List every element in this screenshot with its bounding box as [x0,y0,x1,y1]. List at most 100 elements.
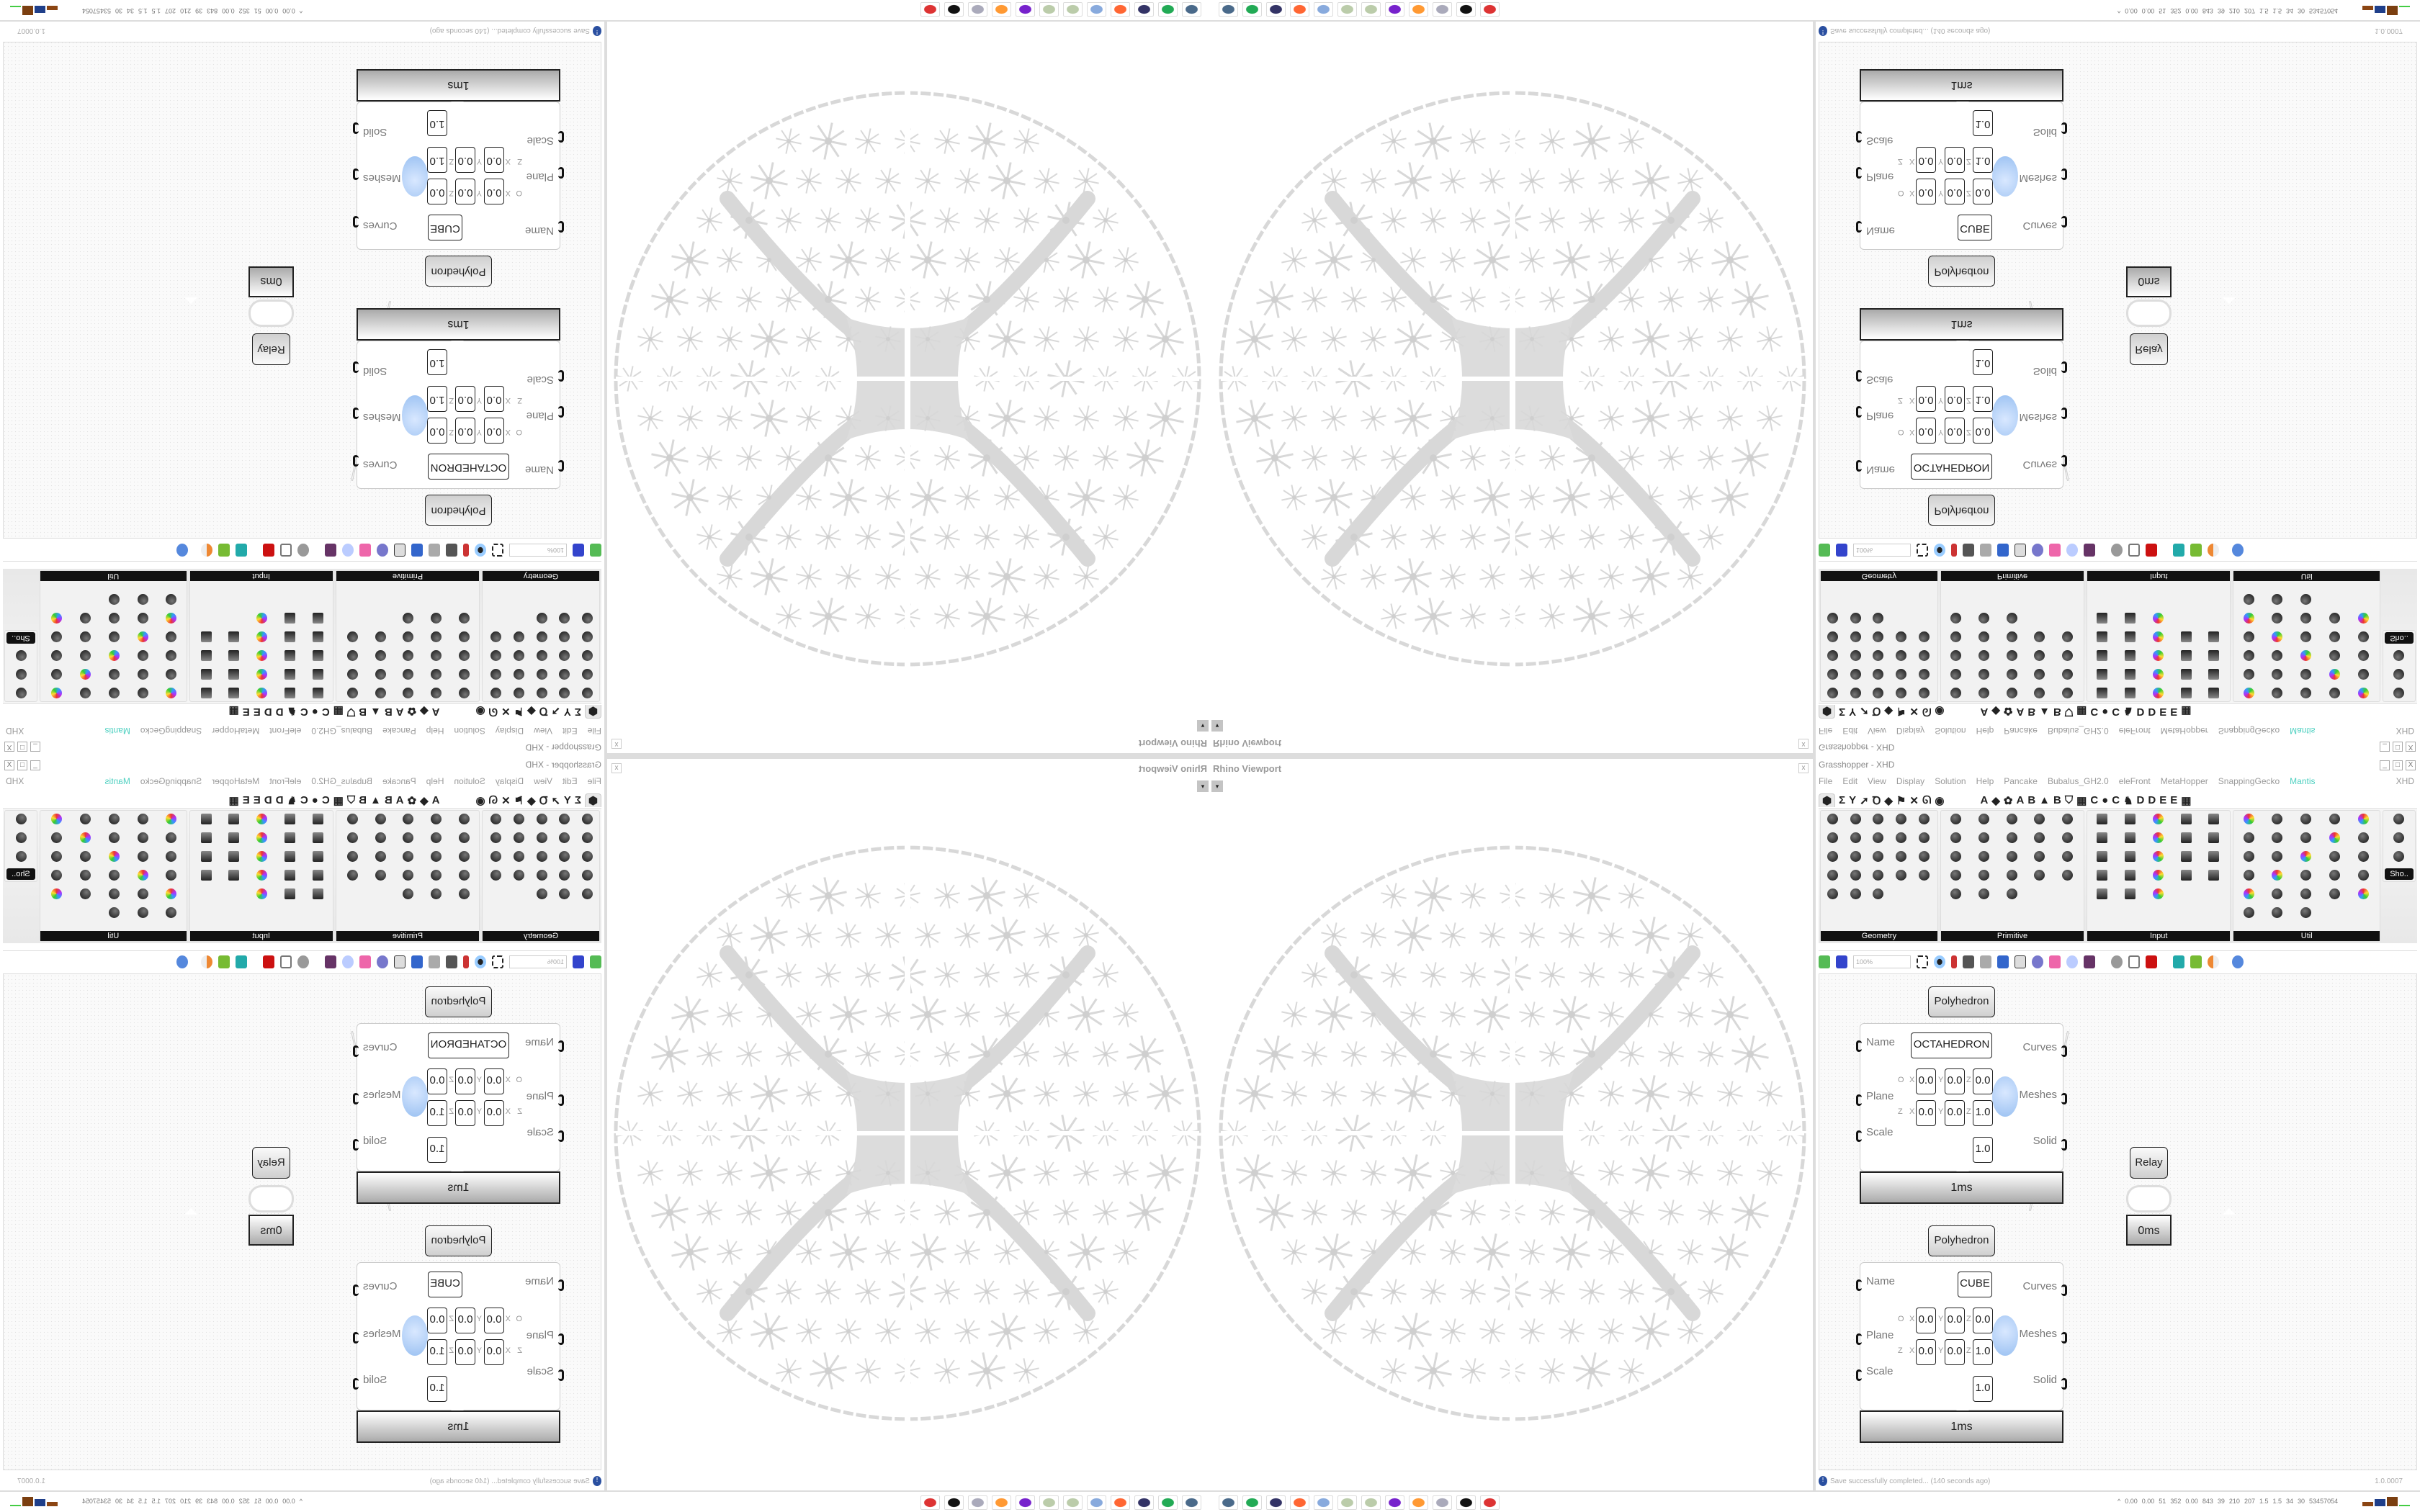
tab-2[interactable]: Y [563,706,571,718]
component-icon[interactable] [431,870,442,881]
component-icon[interactable] [1850,851,1861,862]
taskbar-notes-icon[interactable] [968,1495,987,1510]
input-port[interactable] [1856,1094,1862,1106]
component-icon[interactable] [2006,613,2017,624]
minimize-button[interactable]: _ [30,742,40,752]
component-icon[interactable] [284,851,296,862]
shade-icon[interactable] [297,544,309,557]
taskbar-blender-icon[interactable] [992,1495,1011,1510]
input-port[interactable] [558,406,564,418]
coordinate-value[interactable]: 0.0 [1916,418,1936,444]
component-icon[interactable] [403,650,414,661]
coordinate-value[interactable]: 0.0 [484,418,504,444]
component-title[interactable]: Polyhedron [1928,495,1995,526]
taskbar-paint-icon[interactable] [1337,2,1357,17]
component-icon[interactable] [559,613,570,624]
wireframe-icon[interactable] [2128,544,2140,557]
component-icon[interactable] [312,669,323,680]
output-port[interactable] [2061,455,2067,467]
teal-shape-icon[interactable] [236,544,247,557]
polyhedron-component[interactable]: Name Plane Scale Curves Meshes Solid OCTAHEDRO… [1856,1023,2067,1171]
component-icon[interactable] [1850,832,1861,843]
panel-group-label[interactable]: Primitive [1940,571,2084,581]
output-port[interactable] [353,168,359,180]
menu-help[interactable]: Help [426,776,444,786]
component-icon[interactable] [2124,669,2136,680]
component-icon[interactable] [2124,631,2136,642]
plugin-tab-16[interactable]: E [242,706,250,718]
component-icon[interactable] [2243,814,2254,824]
plugin-tab-11[interactable]: C [2112,794,2120,806]
menu-display[interactable]: Display [1896,776,1925,786]
component-icon[interactable] [559,669,570,680]
taskbar-terminal-icon[interactable] [1242,2,1262,17]
polyhedron-component[interactable]: Name Plane Scale Curves Meshes Solid CUBE O X 0.0… [353,102,564,250]
teal-shape-icon[interactable] [2173,955,2184,968]
polyhedron-component[interactable]: Name Plane Scale Curves Meshes Solid OCTAHEDRO… [353,341,564,489]
input-port[interactable] [558,131,564,143]
component-title[interactable]: Polyhedron [425,256,492,287]
component-icon[interactable] [1978,688,1989,698]
component-icon[interactable] [2062,650,2074,661]
menu-edit[interactable]: Edit [1842,776,1858,786]
taskbar-bug-app-icon[interactable] [1480,2,1500,17]
close-button[interactable]: X [2406,760,2416,770]
component-icon[interactable] [200,814,212,824]
component-icon[interactable] [1918,631,1930,642]
taskbar-notes-icon[interactable] [968,2,987,17]
input-port[interactable] [558,221,564,233]
component-icon[interactable] [513,814,524,824]
component-icon[interactable] [2243,870,2254,881]
bake-icon[interactable] [2146,955,2157,968]
component-icon[interactable] [1978,613,1989,624]
component-icon[interactable] [2357,851,2369,862]
component-icon[interactable] [581,650,593,661]
component-icon[interactable] [2329,888,2340,899]
component-icon[interactable] [2300,631,2312,642]
component-icon[interactable] [312,688,323,698]
component-icon[interactable] [1918,650,1930,661]
component-icon[interactable] [166,688,177,698]
input-port[interactable] [558,1094,564,1106]
component-icon[interactable] [375,631,386,642]
component-icon[interactable] [2124,851,2136,862]
component-icon[interactable] [403,688,414,698]
component-icon[interactable] [513,688,524,698]
coordinate-value[interactable]: 0.0 [1945,418,1965,444]
input-port[interactable] [1856,1279,1862,1291]
tab-1[interactable]: Σ [1839,706,1846,718]
component-icon[interactable] [431,631,442,642]
name-value[interactable]: OCTAHEDRON [428,454,509,480]
component-icon[interactable] [256,832,268,843]
taskbar-terminal-icon[interactable] [1158,1495,1178,1510]
component-icon[interactable] [459,870,470,881]
component-icon[interactable] [51,669,63,680]
tab-2[interactable]: Y [1849,706,1857,718]
coordinate-value[interactable]: 0.0 [1916,147,1936,173]
menu-solution[interactable]: Solution [454,776,485,786]
component-icon[interactable] [346,631,358,642]
component-title[interactable]: Polyhedron [425,986,492,1017]
component-icon[interactable] [2272,688,2283,698]
component-icon[interactable] [256,814,268,824]
close-button[interactable]: X [4,760,14,770]
component-icon[interactable] [16,814,27,824]
coordinate-value[interactable]: 0.0 [455,147,475,173]
plugin-tab-13[interactable]: D [275,794,284,806]
component-icon[interactable] [2300,688,2312,698]
menu-elefront[interactable]: eleFront [2118,726,2151,736]
component-icon[interactable] [108,907,120,918]
package-icon[interactable] [2049,955,2061,968]
menu-file[interactable]: File [1819,776,1833,786]
component-icon[interactable] [2097,832,2108,843]
component-icon[interactable] [2208,851,2220,862]
name-value[interactable]: CUBE [1958,1272,1992,1297]
close-icon[interactable]: x [1798,763,1809,773]
scale-value[interactable]: 1.0 [1973,110,1993,136]
component-icon[interactable] [536,851,547,862]
component-icon[interactable] [2272,594,2283,605]
component-icon[interactable] [490,870,502,881]
component-icon[interactable] [2329,669,2340,680]
component-icon[interactable] [166,814,177,824]
maximize-button[interactable]: □ [2393,742,2403,752]
